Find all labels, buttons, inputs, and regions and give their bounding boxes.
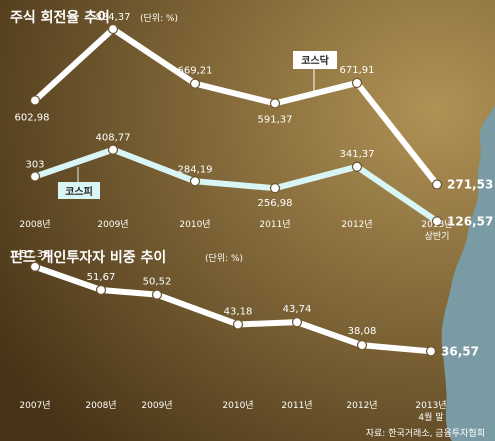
turnover-x-tick-4: 2012년 bbox=[341, 219, 372, 230]
turnover-x-tick-5-line2: 상반기 bbox=[425, 231, 450, 242]
source-note: 자료: 한국거래소, 금융투자협회 bbox=[366, 427, 485, 439]
fund-chart-unit: (단위: %) bbox=[205, 253, 243, 264]
turnover-chart: 주식 회전율 추이 (단위: %) 602,98 884,37 669,21 591,… bbox=[10, 9, 493, 242]
kospi-value-label-2: 284,19 bbox=[178, 164, 213, 175]
kosdaq-point-1 bbox=[107, 23, 119, 35]
fund-x-tick-0: 2007년 bbox=[19, 400, 50, 411]
kosdaq-series-line bbox=[32, 26, 440, 188]
kosdaq-value-label-1: 884,37 bbox=[96, 12, 131, 23]
kospi-legend-box bbox=[58, 182, 100, 199]
kosdaq-value-label-0: 602,98 bbox=[15, 112, 50, 123]
kosdaq-point-2 bbox=[189, 78, 201, 89]
kospi-value-label-3: 256,98 bbox=[258, 198, 293, 209]
fund-point-2 bbox=[151, 289, 163, 300]
fund-value-label-5: 38,08 bbox=[348, 326, 377, 337]
kospi-value-label-5: 126,57 bbox=[447, 214, 493, 228]
kosdaq-point-3 bbox=[269, 98, 281, 109]
fund-x-tick-5: 2012년 bbox=[346, 400, 377, 411]
fund-point-0 bbox=[29, 261, 41, 272]
turnover-chart-title: 주식 회전율 추이 bbox=[10, 9, 110, 26]
kosdaq-value-label-4: 671,91 bbox=[340, 65, 375, 76]
kosdaq-point-4 bbox=[351, 77, 363, 89]
fund-x-tick-2: 2009년 bbox=[141, 400, 172, 411]
kosdaq-legend-box bbox=[293, 51, 337, 69]
fund-value-label-2: 50,52 bbox=[143, 277, 172, 288]
turnover-x-tick-0: 2008년 bbox=[19, 219, 50, 230]
fund-value-label-4: 43,74 bbox=[283, 304, 312, 315]
kospi-point-5 bbox=[431, 216, 443, 227]
turnover-x-tick-2: 2010년 bbox=[179, 219, 210, 230]
turnover-x-tick-5: 2013년 bbox=[421, 219, 452, 230]
kospi-point-3 bbox=[269, 183, 281, 194]
fund-value-label-3: 43,18 bbox=[224, 306, 253, 317]
fund-x-tick-6-line2: 4월 말 bbox=[418, 411, 443, 423]
turnover-chart-unit: (단위: %) bbox=[140, 13, 178, 24]
fund-x-tick-6: 2013년 bbox=[415, 400, 446, 411]
kospi-point-2 bbox=[189, 176, 201, 187]
kospi-legend-label: 코스피 bbox=[65, 185, 93, 198]
kosdaq-value-label-3: 591,37 bbox=[258, 114, 293, 125]
sea-area bbox=[441, 105, 495, 441]
fund-point-5 bbox=[356, 340, 368, 351]
fund-point-3 bbox=[232, 319, 244, 330]
kospi-point-0 bbox=[29, 171, 41, 182]
kospi-point-1 bbox=[107, 144, 119, 155]
kosdaq-value-label-2: 669,21 bbox=[178, 66, 213, 77]
kosdaq-point-5 bbox=[431, 179, 443, 190]
kosdaq-value-label-5: 271,53 bbox=[447, 177, 493, 191]
fund-chart: 펀드 개인투자자 비중 추이 (단위: %) 57,38 51,67 50,52 43… bbox=[10, 249, 479, 423]
fund-point-6 bbox=[425, 346, 437, 357]
turnover-x-tick-1: 2009년 bbox=[97, 219, 128, 230]
fund-x-tick-4: 2011년 bbox=[281, 400, 312, 411]
kosdaq-point-0 bbox=[29, 95, 41, 106]
kospi-point-4 bbox=[351, 161, 363, 172]
fund-point-4 bbox=[291, 317, 303, 328]
turnover-x-tick-3: 2011년 bbox=[259, 219, 290, 230]
fund-value-label-6: 36,57 bbox=[441, 344, 479, 358]
fund-point-1 bbox=[95, 284, 107, 296]
fund-x-tick-1: 2008년 bbox=[85, 400, 116, 411]
fund-x-tick-3: 2010년 bbox=[222, 400, 253, 411]
fund-chart-title: 펀드 개인투자자 비중 추이 bbox=[10, 249, 166, 266]
kospi-value-label-0: 303 bbox=[25, 160, 44, 171]
kospi-value-label-4: 341,37 bbox=[340, 149, 375, 160]
kosdaq-legend-label: 코스닥 bbox=[301, 54, 329, 67]
fund-value-label-0: 57,38 bbox=[21, 249, 50, 260]
fund-value-label-1: 51,67 bbox=[87, 272, 116, 283]
kospi-series-line bbox=[32, 146, 440, 225]
kospi-value-label-1: 408,77 bbox=[96, 133, 131, 144]
